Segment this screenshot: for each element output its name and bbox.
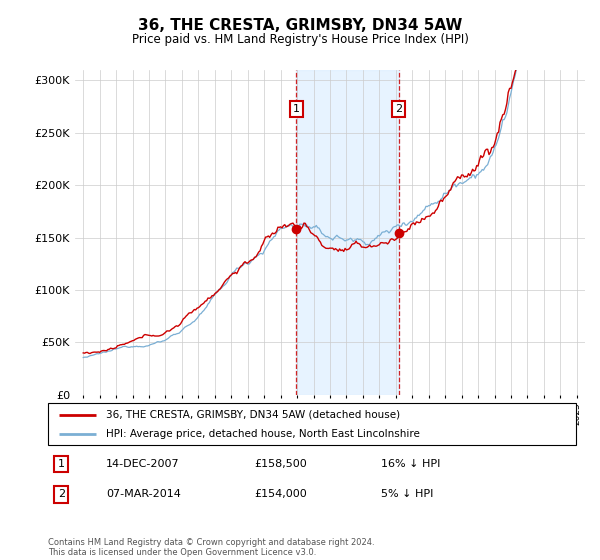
Bar (296, 70, 399, 395)
Text: 36, THE CRESTA, GRIMSBY, DN34 5AW: 36, THE CRESTA, GRIMSBY, DN34 5AW (138, 18, 462, 32)
Text: 36, THE CRESTA, GRIMSBY, DN34 5AW (detached house): 36, THE CRESTA, GRIMSBY, DN34 5AW (detac… (106, 409, 400, 419)
Text: Price paid vs. HM Land Registry's House Price Index (HPI): Price paid vs. HM Land Registry's House … (131, 32, 469, 46)
Text: 5% ↓ HPI: 5% ↓ HPI (380, 489, 433, 500)
Text: 1: 1 (293, 104, 300, 114)
Text: 2: 2 (395, 104, 403, 114)
Text: £154,000: £154,000 (254, 489, 307, 500)
FancyBboxPatch shape (48, 403, 576, 445)
Text: 1: 1 (58, 459, 65, 469)
Text: 07-MAR-2014: 07-MAR-2014 (106, 489, 181, 500)
Text: 14-DEC-2007: 14-DEC-2007 (106, 459, 180, 469)
Text: 16% ↓ HPI: 16% ↓ HPI (380, 459, 440, 469)
Text: HPI: Average price, detached house, North East Lincolnshire: HPI: Average price, detached house, Nort… (106, 429, 420, 439)
Text: 2: 2 (58, 489, 65, 500)
Text: Contains HM Land Registry data © Crown copyright and database right 2024.
This d: Contains HM Land Registry data © Crown c… (48, 538, 374, 557)
Text: £158,500: £158,500 (254, 459, 307, 469)
